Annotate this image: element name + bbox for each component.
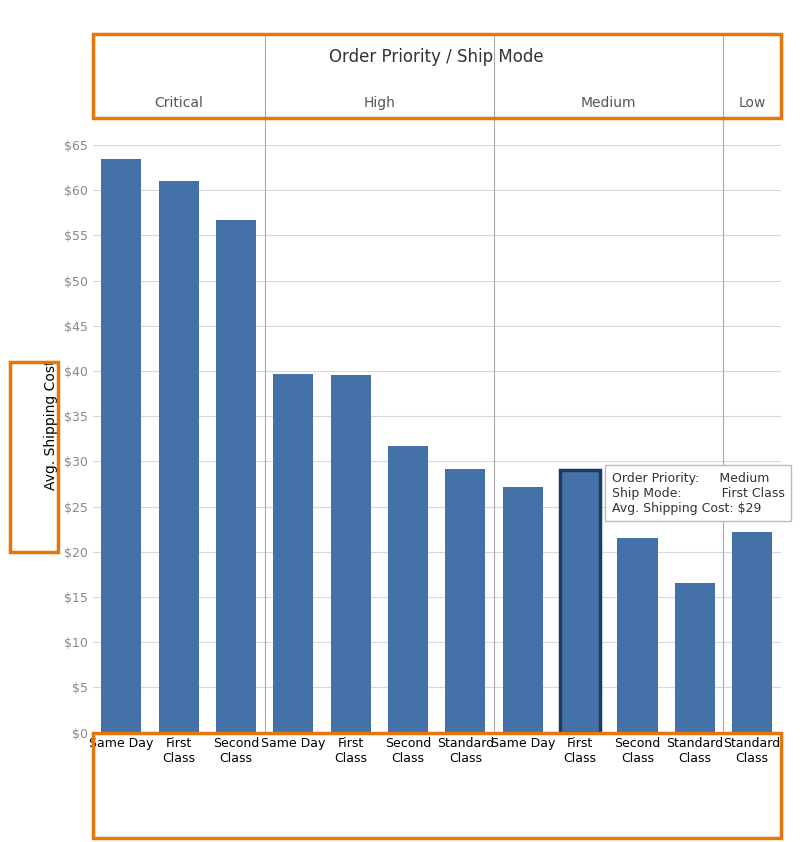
Bar	[101, 158, 142, 733]
Bar	[675, 584, 715, 733]
Bar	[560, 471, 601, 733]
Text: High: High	[363, 96, 395, 109]
Bar	[273, 374, 313, 733]
Bar	[388, 446, 428, 733]
Bar	[159, 181, 199, 733]
Bar	[502, 487, 543, 733]
Text: Critical: Critical	[155, 96, 203, 109]
Bar	[216, 220, 256, 733]
Text: Order Priority / Ship Mode: Order Priority / Ship Mode	[329, 48, 544, 67]
Text: Low: Low	[738, 96, 766, 109]
Y-axis label: Avg. Shipping Cost: Avg. Shipping Cost	[44, 360, 58, 490]
Text: Medium: Medium	[581, 96, 637, 109]
Bar	[617, 538, 658, 733]
Bar	[445, 469, 485, 733]
Bar	[732, 532, 772, 733]
Text: Order Priority:     Medium
Ship Mode:          First Class
Avg. Shipping Cost: $: Order Priority: Medium Ship Mode: First …	[612, 472, 785, 514]
Bar	[331, 376, 371, 733]
